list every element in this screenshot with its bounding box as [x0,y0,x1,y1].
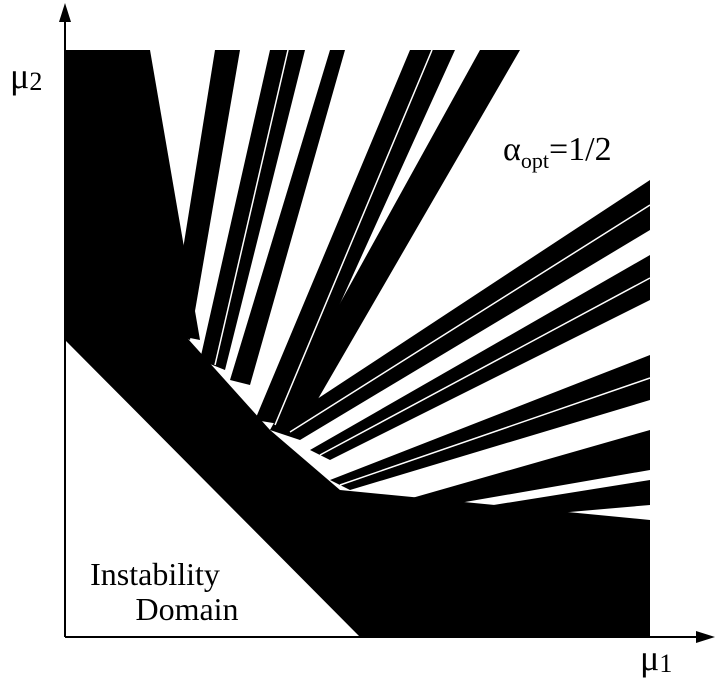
label-part: α [503,131,521,168]
y-axis-label: μ2 [10,56,42,96]
black-region [65,50,650,637]
white-streaks [214,49,651,486]
label-part: 1 [659,649,672,678]
region-label: Domain [135,591,238,627]
x-axis-label: μ1 [640,638,672,678]
parameter-label: αopt=1/2 [503,131,612,173]
label-part: 2 [29,67,42,96]
label-part: =1/2 [549,131,612,168]
label-part: opt [521,148,549,173]
axes [59,3,715,643]
region-label: Instability [90,556,220,592]
label-part: μ [640,638,659,678]
label-part: μ [10,56,29,96]
